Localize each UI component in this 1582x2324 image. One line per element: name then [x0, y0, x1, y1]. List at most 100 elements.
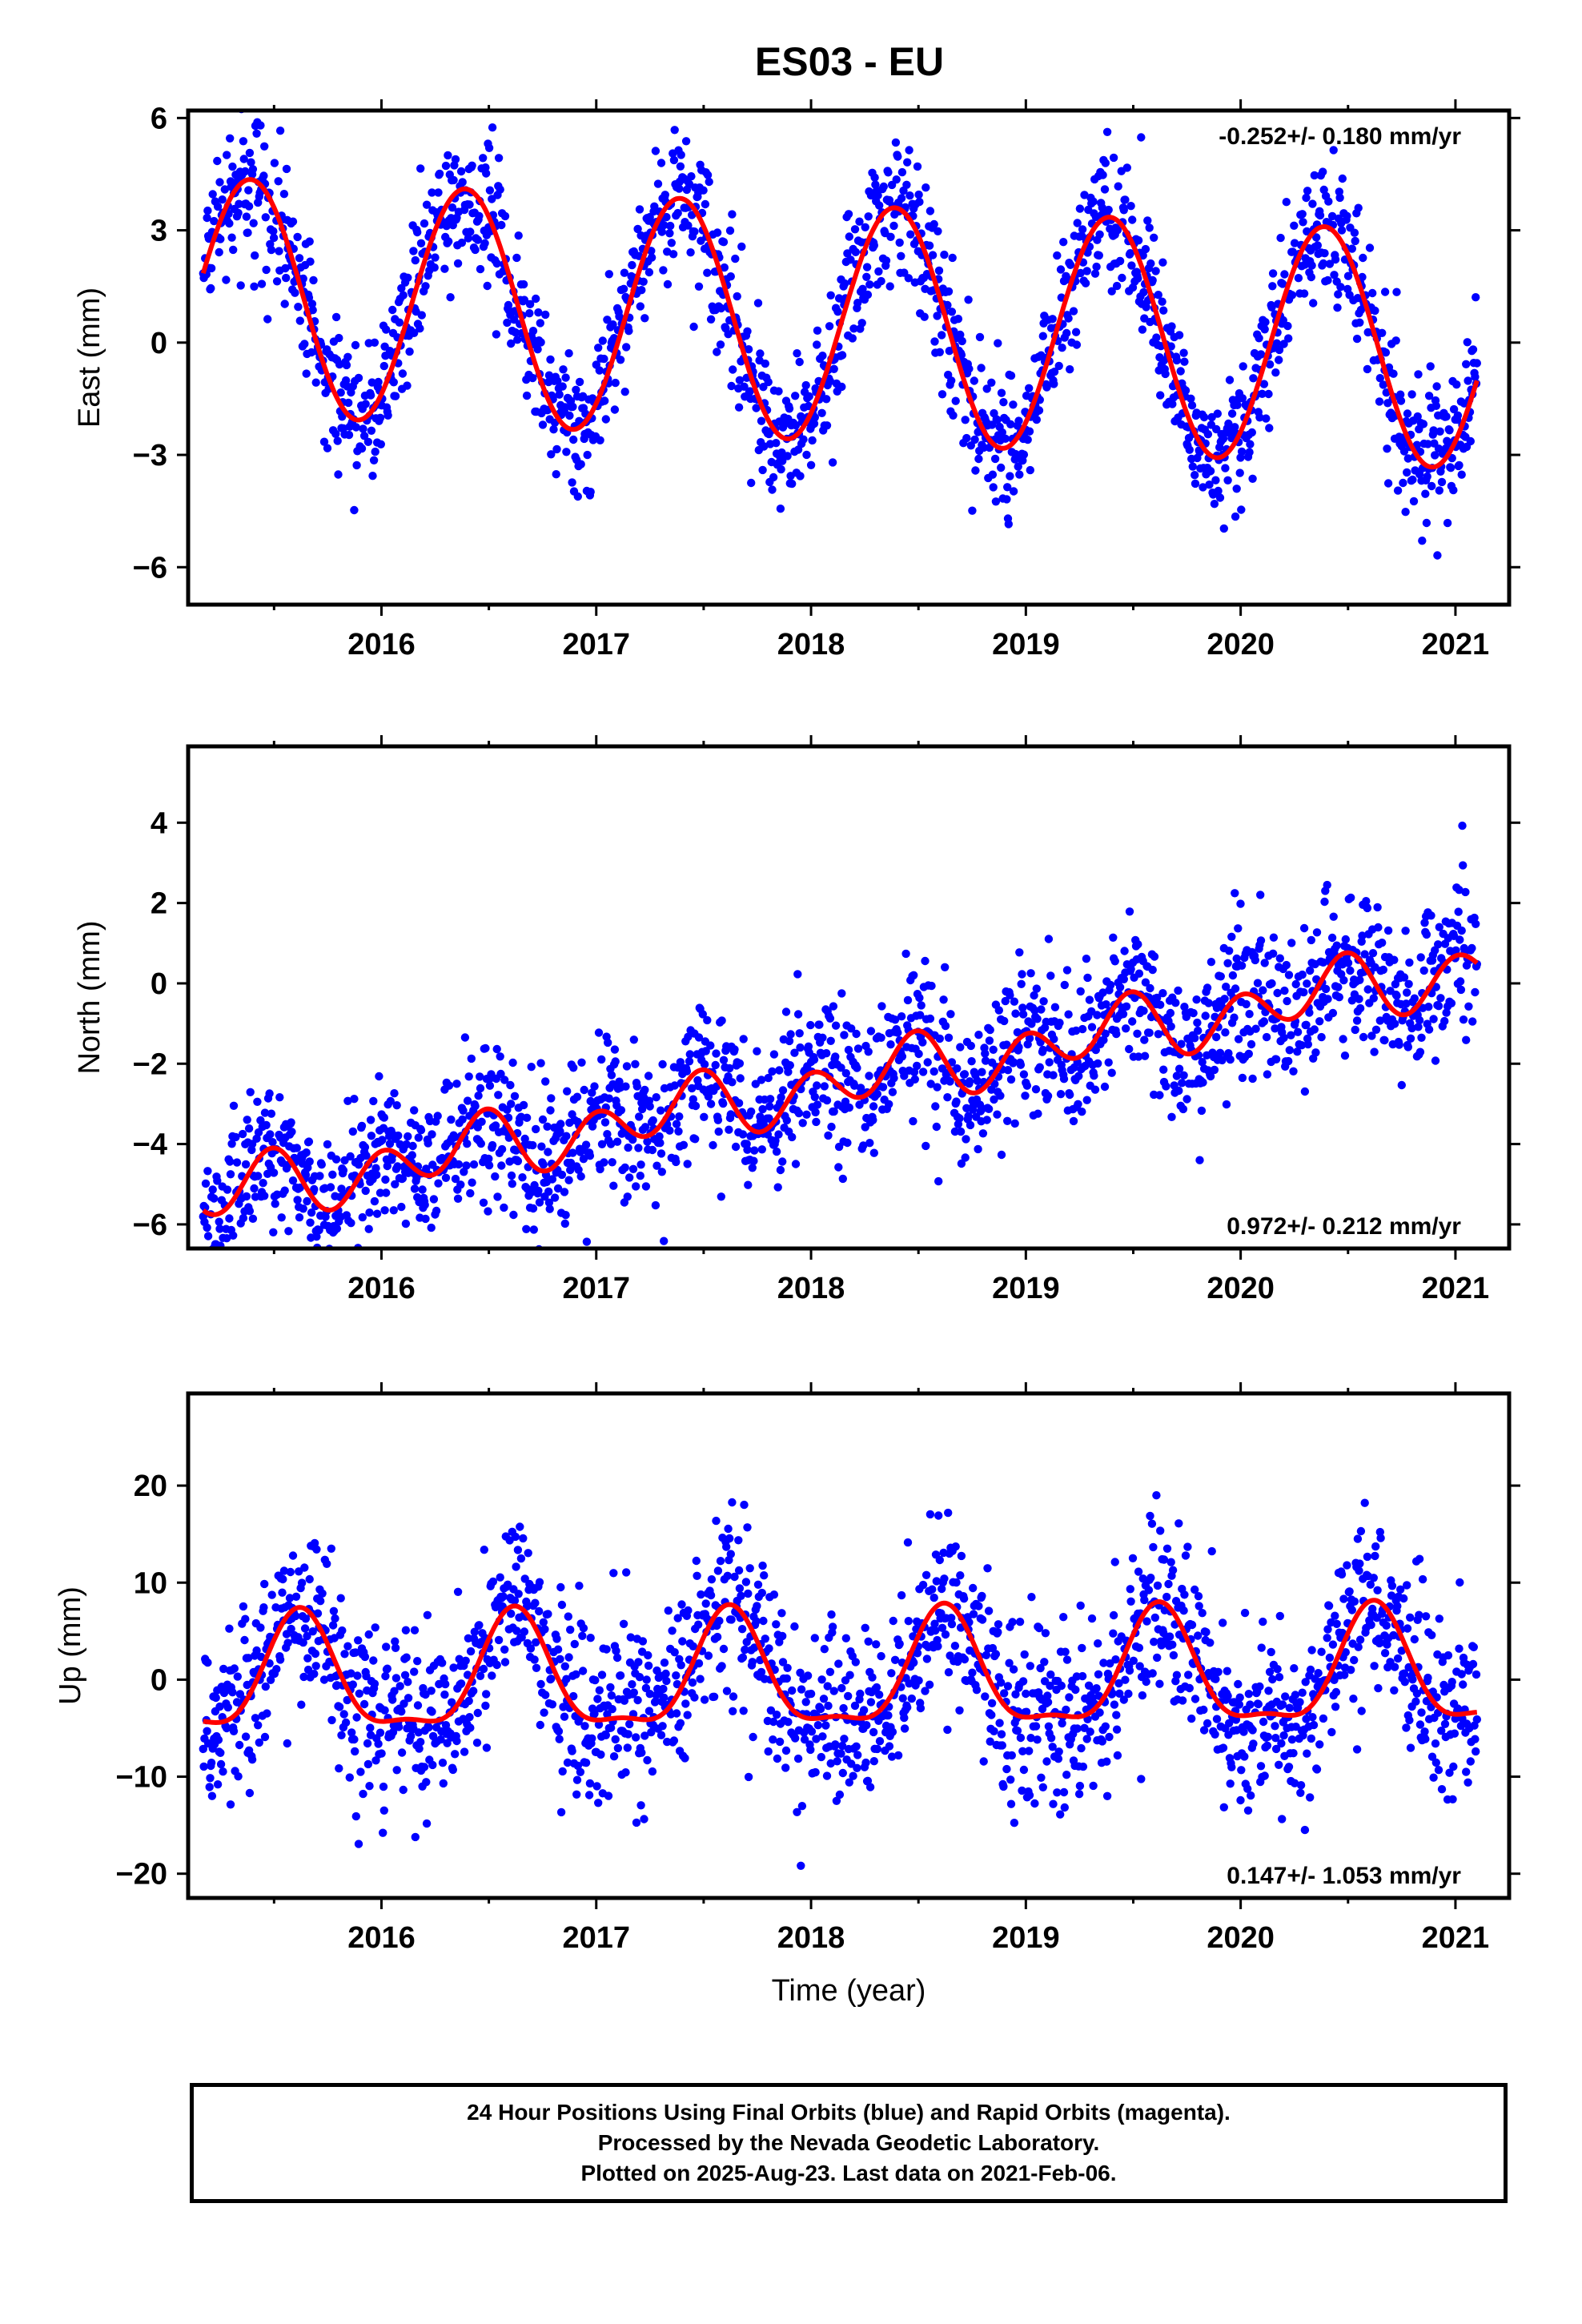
data-point [717, 1662, 726, 1671]
data-point [541, 1077, 550, 1086]
data-point [317, 1160, 326, 1169]
data-point [1390, 955, 1399, 964]
data-point [1210, 1065, 1219, 1075]
data-point [229, 1727, 239, 1735]
data-point [1089, 197, 1098, 206]
data-point [965, 364, 974, 373]
data-point [806, 1689, 816, 1699]
data-point [809, 419, 819, 428]
data-point [1187, 401, 1197, 410]
data-point [398, 1174, 408, 1183]
data-point [1363, 364, 1372, 374]
data-point [892, 175, 901, 184]
data-point [828, 458, 837, 467]
data-point [479, 1198, 488, 1208]
data-point [844, 210, 853, 219]
data-point [347, 1728, 356, 1737]
y-axis-label: North (mm) [73, 920, 106, 1074]
data-point [365, 1782, 374, 1791]
data-point [997, 1678, 1006, 1687]
data-point [1414, 1023, 1423, 1031]
data-point [1006, 472, 1014, 480]
data-point [635, 205, 644, 214]
data-point [362, 1152, 371, 1160]
x-tick-label: 2018 [777, 628, 845, 661]
data-point [1378, 328, 1387, 337]
data-point [1154, 291, 1163, 300]
data-point [585, 1779, 595, 1788]
data-point [853, 1751, 862, 1759]
data-point [1101, 1029, 1110, 1039]
data-point [1161, 369, 1170, 379]
data-point [274, 177, 283, 186]
data-point [862, 263, 872, 271]
data-point [205, 1272, 213, 1280]
data-point [268, 1138, 277, 1147]
data-point [962, 1135, 970, 1144]
data-point [1413, 412, 1422, 421]
data-point [683, 1711, 692, 1719]
data-point [364, 1224, 373, 1233]
data-point [444, 237, 453, 246]
data-point [990, 1727, 998, 1735]
data-point [839, 1703, 848, 1713]
data-point [669, 1736, 679, 1745]
data-point [640, 1731, 649, 1740]
data-point [1126, 249, 1135, 258]
data-point [913, 162, 922, 171]
data-point [206, 1774, 215, 1783]
data-point [1085, 995, 1094, 1004]
data-point [805, 392, 813, 401]
data-point [520, 1627, 529, 1636]
data-point [216, 1748, 225, 1757]
data-point [1222, 1100, 1231, 1109]
data-point [812, 1735, 821, 1743]
data-point [624, 1143, 632, 1152]
data-point [870, 173, 879, 182]
data-point [974, 1031, 983, 1039]
data-point [552, 444, 561, 454]
data-point [968, 506, 977, 515]
data-point [236, 281, 245, 290]
data-point [949, 411, 958, 420]
data-point [1140, 1035, 1149, 1044]
data-point [606, 1723, 616, 1732]
data-point [1141, 244, 1150, 254]
data-point [315, 1281, 323, 1289]
data-point [952, 1578, 961, 1587]
data-point [817, 408, 826, 417]
data-point [266, 1130, 275, 1139]
data-point [607, 1071, 616, 1080]
data-point [303, 1631, 311, 1641]
data-point [1280, 270, 1289, 279]
data-point [1054, 361, 1063, 371]
data-point [819, 1695, 829, 1703]
data-point [877, 1033, 885, 1043]
data-point [930, 337, 939, 346]
data-point [1359, 1032, 1368, 1042]
data-point [1098, 171, 1107, 179]
data-point [791, 420, 801, 430]
data-point [884, 1711, 893, 1720]
data-point [724, 1524, 733, 1534]
data-point [869, 1727, 878, 1737]
data-point [390, 1089, 399, 1098]
data-point [964, 1112, 973, 1120]
data-point [1075, 204, 1085, 213]
data-point [295, 316, 304, 325]
data-point [1174, 1064, 1184, 1073]
data-point [1315, 211, 1325, 220]
data-point [229, 1101, 239, 1111]
data-point [279, 1574, 287, 1584]
data-point [817, 1752, 825, 1762]
data-point [725, 226, 735, 235]
data-point [272, 277, 282, 286]
data-point [500, 1645, 509, 1654]
data-point [979, 443, 988, 452]
data-point [799, 435, 808, 444]
data-point [1032, 415, 1042, 424]
data-point [815, 1020, 824, 1029]
data-point [283, 1739, 291, 1748]
data-point [394, 1723, 404, 1731]
data-point [594, 1028, 604, 1037]
